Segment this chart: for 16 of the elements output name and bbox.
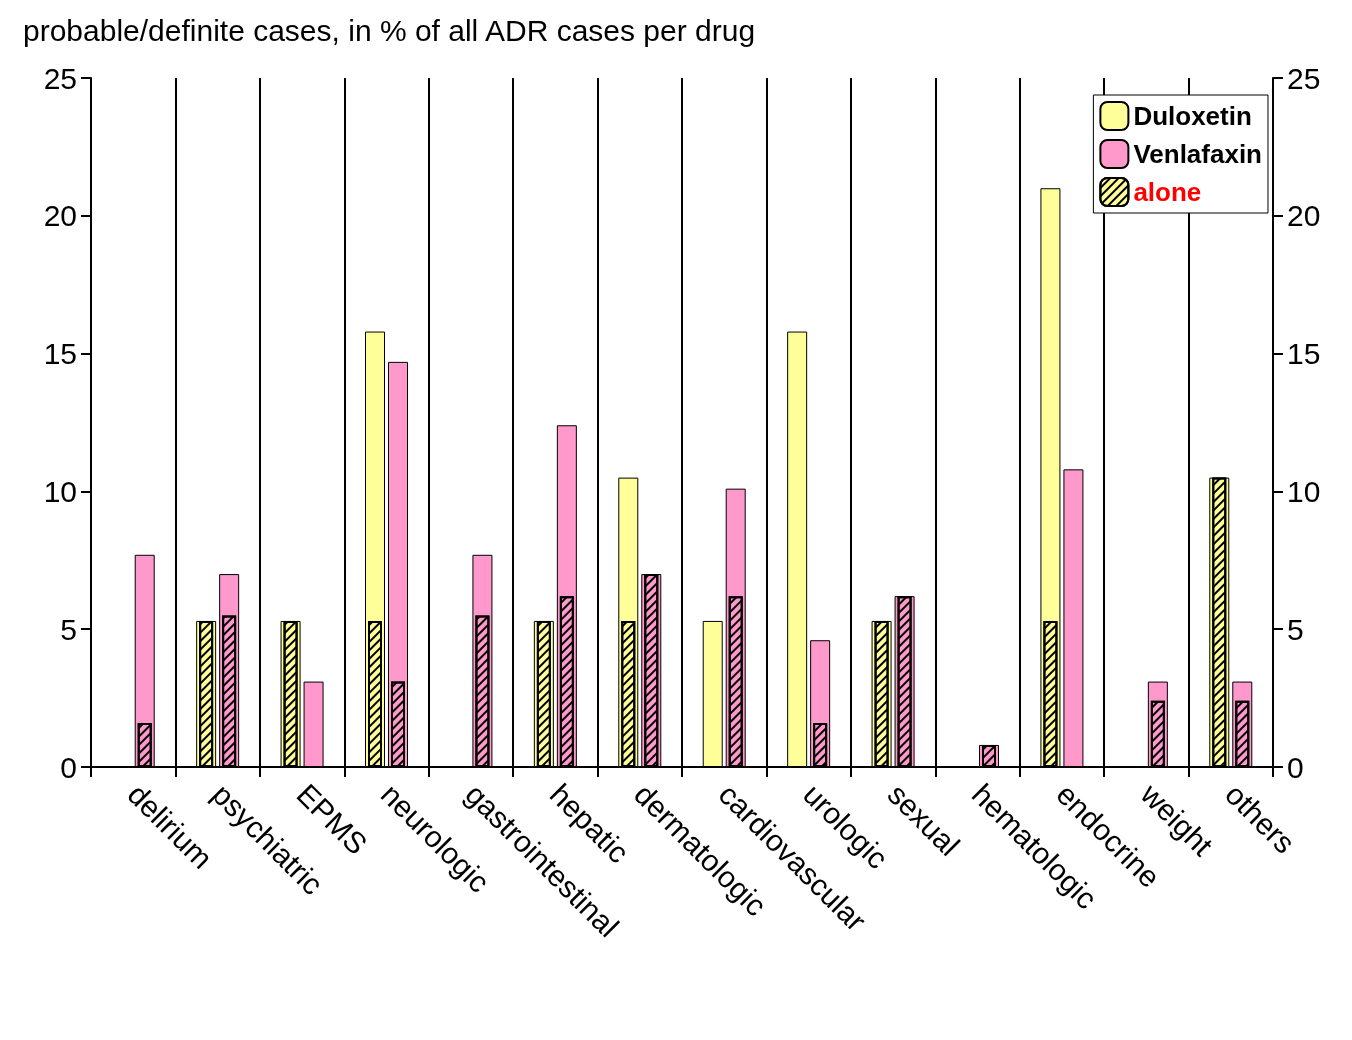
y-tick-label: 0 xyxy=(60,750,77,784)
legend-label: Venlafaxin xyxy=(1133,139,1263,169)
y-tick-label: 5 xyxy=(60,612,77,646)
y2-tick-label: 0 xyxy=(1287,750,1304,784)
y2-tick-label: 25 xyxy=(1287,61,1321,95)
y2-tick-label: 10 xyxy=(1287,474,1321,508)
y-tick-label: 25 xyxy=(43,61,77,95)
y2-tick-label: 5 xyxy=(1287,612,1304,646)
y-tick-label: 10 xyxy=(43,474,77,508)
y-tick-label: 15 xyxy=(43,337,77,371)
y2-tick-label: 15 xyxy=(1287,337,1321,371)
legend-label: alone xyxy=(1133,177,1202,207)
legend-label: Duloxetin xyxy=(1133,101,1252,131)
y2-tick-label: 20 xyxy=(1287,199,1321,233)
y-tick-label: 20 xyxy=(43,199,77,233)
y-axis-title: probable/definite cases, in % of all ADR cases per drug xyxy=(23,13,756,47)
